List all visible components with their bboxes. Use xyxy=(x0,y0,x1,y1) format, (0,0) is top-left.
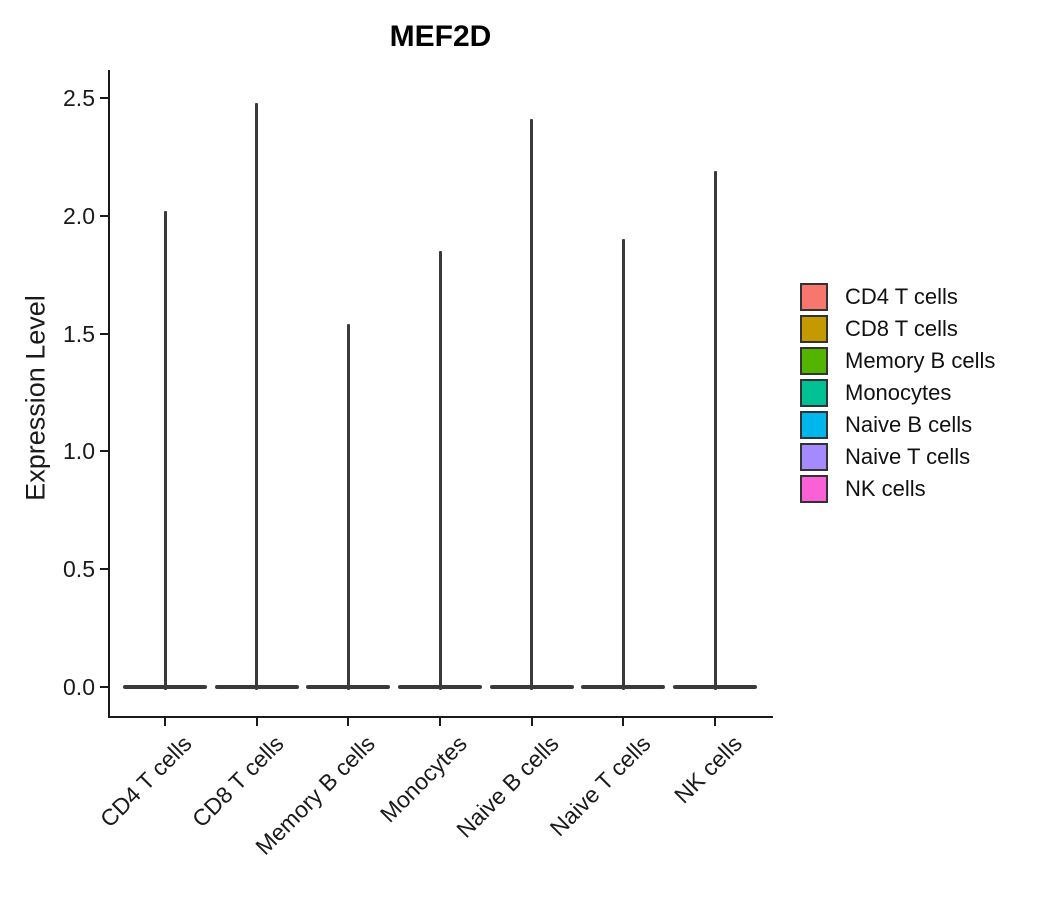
x-tick-mark xyxy=(714,718,716,726)
legend-label: Naive B cells xyxy=(845,412,973,437)
violin-spike xyxy=(255,102,259,690)
x-axis-line xyxy=(108,716,773,718)
legend-label: Monocytes xyxy=(845,380,952,405)
x-tick-mark xyxy=(439,718,441,726)
chart-title: MEF2D xyxy=(389,20,492,53)
legend-color-swatch xyxy=(800,475,828,503)
y-axis-line xyxy=(108,70,110,718)
x-axis-label: CD4 T cells xyxy=(94,730,197,833)
y-tick-mark xyxy=(100,97,108,99)
y-tick-label: 1.5 xyxy=(63,320,95,347)
y-tick-label: 1.0 xyxy=(63,438,95,465)
legend-label: CD8 T cells xyxy=(845,316,958,341)
y-tick-label: 2.0 xyxy=(63,202,95,229)
legend-label: Naive T cells xyxy=(845,444,971,469)
legend-label: CD4 T cells xyxy=(845,284,958,309)
x-tick-mark xyxy=(622,718,625,726)
y-tick-mark xyxy=(100,214,108,217)
violin-spike xyxy=(346,324,350,690)
legend-color-swatch xyxy=(800,283,828,311)
x-tick-mark xyxy=(255,718,258,726)
legend-item: Naive B cells xyxy=(800,411,995,439)
y-tick-mark xyxy=(100,450,108,453)
violin-spike xyxy=(438,251,442,690)
y-tick-label: 2.5 xyxy=(63,85,95,111)
legend-color-swatch xyxy=(800,315,828,343)
x-tick-mark xyxy=(530,718,533,726)
legend-item: NK cells xyxy=(800,475,995,503)
y-tick-label: 0.5 xyxy=(63,556,95,583)
y-tick-mark xyxy=(100,568,108,571)
legend-color-swatch xyxy=(800,443,828,471)
legend-item: CD4 T cells xyxy=(800,283,995,311)
legend-color-swatch xyxy=(800,347,828,375)
violin-spike xyxy=(530,119,534,690)
legend-color-swatch xyxy=(800,379,828,407)
legend-label: Memory B cells xyxy=(845,348,996,373)
legend-color-swatch xyxy=(800,411,828,439)
legend-item: Monocytes xyxy=(800,379,995,407)
y-tick-mark xyxy=(100,332,108,335)
y-tick-mark xyxy=(100,686,108,688)
x-axis-label: Monocytes xyxy=(374,730,472,828)
legend-item: Naive T cells xyxy=(800,443,995,471)
x-tick-mark xyxy=(347,718,350,726)
violin-spike xyxy=(163,211,167,690)
legend-item: CD8 T cells xyxy=(800,315,995,343)
violin-spike xyxy=(621,239,625,690)
legend: CD4 T cells CD8 T cells Memory B cells Mono… xyxy=(800,283,995,507)
x-axis-label: NK cells xyxy=(668,730,747,809)
y-tick-label: 0.0 xyxy=(63,674,95,700)
x-tick-mark xyxy=(164,718,166,726)
legend-item: Memory B cells xyxy=(800,347,995,375)
legend-label: NK cells xyxy=(845,476,926,501)
violin-spike xyxy=(713,171,717,690)
